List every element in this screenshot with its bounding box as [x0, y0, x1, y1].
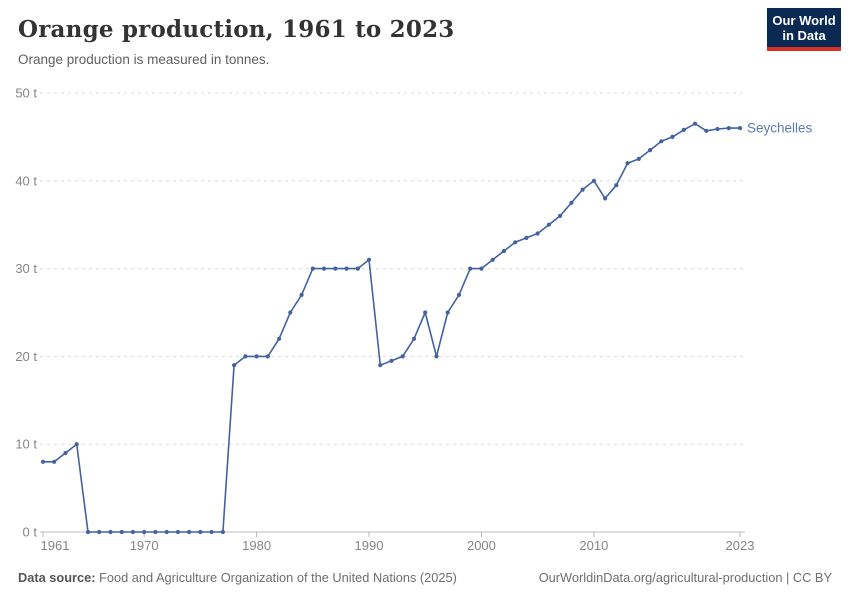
data-point — [63, 450, 68, 456]
data-point — [411, 336, 417, 341]
data-point — [85, 529, 91, 535]
data-point — [310, 266, 315, 271]
data-source: Data source: Food and Agriculture Organi… — [18, 570, 457, 585]
data-point — [737, 126, 743, 131]
data-point — [501, 248, 506, 254]
y-tick-label: 50 t — [15, 86, 37, 101]
data-point — [535, 231, 540, 236]
data-point — [546, 222, 552, 227]
data-point — [232, 363, 237, 368]
data-point — [456, 292, 462, 297]
data-point — [74, 442, 79, 447]
data-point — [209, 529, 214, 535]
data-point — [580, 187, 585, 192]
data-point — [187, 529, 192, 535]
y-tick-label: 10 t — [15, 437, 37, 452]
data-point — [321, 266, 327, 271]
data-point — [153, 529, 158, 535]
data-point — [445, 310, 450, 315]
data-point — [513, 240, 518, 245]
data-point — [164, 529, 169, 535]
x-tick-label: 2000 — [467, 538, 496, 553]
data-point — [355, 266, 360, 271]
data-point — [130, 529, 135, 535]
data-point — [591, 178, 597, 183]
data-source-label: Data source: — [18, 570, 96, 585]
owid-logo: Our World in Data — [767, 8, 841, 51]
data-point — [479, 266, 484, 271]
data-point — [625, 161, 630, 166]
data-point — [40, 459, 46, 464]
data-point — [468, 266, 473, 271]
series-line — [43, 122, 740, 533]
x-tick-label: 1961 — [41, 538, 70, 553]
data-point — [524, 235, 529, 240]
data-point — [670, 134, 675, 139]
data-point — [603, 196, 608, 201]
data-point — [636, 156, 641, 161]
data-point — [119, 529, 124, 535]
data-point — [704, 128, 709, 133]
data-point — [569, 200, 574, 205]
data-point — [175, 529, 180, 535]
data-point — [299, 292, 304, 297]
logo-line-2: in Data — [782, 28, 826, 43]
y-tick-label: 30 t — [15, 261, 37, 276]
data-point — [277, 336, 282, 341]
data-point — [142, 529, 147, 535]
data-point — [97, 529, 102, 535]
y-tick-label: 20 t — [15, 349, 37, 364]
x-tick-label: 2010 — [579, 538, 608, 553]
data-point — [659, 139, 664, 144]
data-point — [220, 529, 225, 535]
logo-line-1: Our World — [772, 13, 836, 28]
data-point — [614, 183, 619, 188]
chart-subtitle: Orange production is measured in tonnes. — [18, 52, 270, 67]
data-point — [490, 257, 495, 262]
data-point — [681, 127, 686, 132]
data-point — [108, 529, 113, 535]
x-tick-label: 1970 — [130, 538, 159, 553]
data-point — [558, 213, 563, 218]
data-point — [715, 126, 720, 132]
data-point — [265, 354, 270, 359]
data-point — [254, 354, 259, 359]
x-tick-label: 2023 — [726, 538, 755, 553]
data-point — [333, 266, 338, 271]
line-chart: 0 t 10 t 20 t 30 t 40 t 50 t 1961 1970 1980 1990 2… — [15, 86, 813, 554]
footer-link[interactable]: OurWorldinData.org/agricultural-producti… — [538, 570, 832, 585]
y-tick-label: 0 t — [23, 525, 38, 540]
data-point — [243, 354, 248, 359]
chart-footer: Data source: Food and Agriculture Organi… — [18, 570, 832, 585]
data-point — [648, 148, 653, 153]
data-point — [378, 363, 383, 368]
x-tick-label: 1990 — [355, 538, 384, 553]
data-point — [726, 126, 731, 131]
data-point — [423, 310, 428, 315]
y-tick-label: 40 t — [15, 173, 37, 188]
data-point — [288, 310, 293, 315]
page-title: Orange production, 1961 to 2023 — [18, 16, 455, 43]
data-point — [389, 358, 394, 363]
series-label[interactable]: Seychelles — [747, 121, 813, 136]
data-point — [692, 121, 698, 126]
data-point — [198, 529, 203, 535]
data-point — [366, 257, 372, 262]
data-point — [400, 354, 405, 359]
data-source-text: Food and Agriculture Organization of the… — [95, 570, 457, 585]
x-tick-label: 1980 — [242, 538, 271, 553]
data-point — [434, 354, 439, 359]
data-point — [344, 266, 349, 271]
data-point — [52, 459, 57, 464]
